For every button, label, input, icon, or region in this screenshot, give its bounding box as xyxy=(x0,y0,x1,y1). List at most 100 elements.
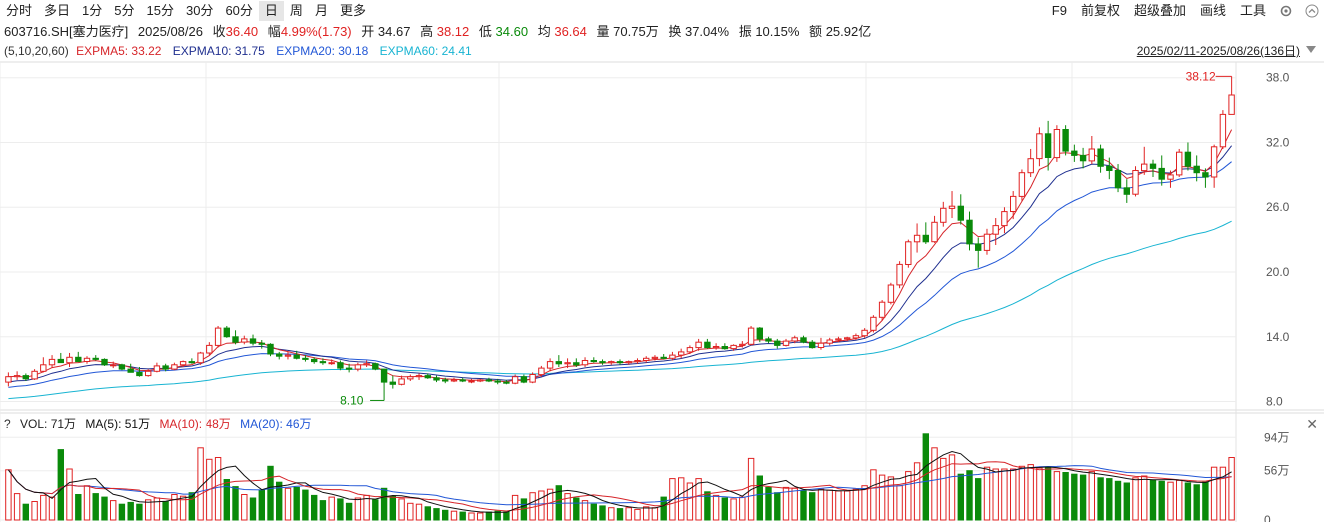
ema10-label: EXPMA10: 31.75 xyxy=(172,44,265,58)
volume-bar xyxy=(1149,479,1157,521)
volume-bar xyxy=(887,476,895,521)
volume-bar xyxy=(590,503,597,521)
candle-body xyxy=(40,364,47,372)
candle-body xyxy=(957,205,964,221)
volume-bar xyxy=(1202,481,1209,521)
close-volume-icon[interactable]: ✕ xyxy=(1306,416,1318,432)
period-tab[interactable]: 更多 xyxy=(339,3,366,18)
candle-body xyxy=(878,301,886,318)
collapse-icon[interactable] xyxy=(1303,2,1321,20)
candle-body xyxy=(258,342,266,345)
candle-body xyxy=(913,234,921,243)
candle-body xyxy=(22,375,30,380)
candle-body xyxy=(1184,151,1192,167)
period-tab[interactable]: 多日 xyxy=(44,3,71,18)
vol-ma5-label: MA(5): 51万 xyxy=(85,417,151,431)
volume-bar xyxy=(101,496,108,521)
volume-bar xyxy=(975,478,982,521)
candle-body xyxy=(468,380,475,383)
volume-bar xyxy=(153,497,161,521)
close-label: 收 xyxy=(212,24,226,39)
volume-bar xyxy=(223,479,231,521)
f9-button[interactable]: F9 xyxy=(1051,3,1067,18)
volume-bar xyxy=(57,449,64,521)
quote-date: 2025/08/26 xyxy=(137,24,203,39)
volume-bar xyxy=(267,465,274,521)
volume-bar xyxy=(538,490,545,521)
candle-body xyxy=(485,379,493,382)
candle-body xyxy=(145,370,152,377)
vol-ma20-line xyxy=(7,465,1232,506)
volume-bar xyxy=(22,503,30,521)
date-range[interactable]: 2025/02/11-2025/08/26(136日) xyxy=(1136,44,1300,58)
amount-item: 额 25.92亿 xyxy=(809,24,871,39)
ema20-label: EXPMA20: 30.18 xyxy=(276,44,369,58)
volume-bar xyxy=(1141,475,1148,521)
amp-value: 10.15% xyxy=(755,24,800,39)
period-toolbar: 分时 多日 1分 5分 15分 30分 60分日周月更多 xyxy=(0,0,1324,22)
draw-button[interactable]: 画线 xyxy=(1199,3,1226,18)
volume-legend: ? VOL: 71万 MA(5): 51万 MA(10): 48万 MA(20)… xyxy=(4,416,318,432)
volume-bar xyxy=(328,496,335,521)
period-tab[interactable]: 60分 xyxy=(225,3,253,18)
volume-bar xyxy=(1210,466,1218,521)
tools-button[interactable]: 工具 xyxy=(1239,3,1266,18)
candle-body xyxy=(660,356,667,359)
candle-body xyxy=(424,375,432,379)
period-tab[interactable]: 1分 xyxy=(82,3,103,18)
volume-bar xyxy=(992,468,999,521)
period-tab[interactable]: 5分 xyxy=(114,3,135,18)
volume-bar xyxy=(608,507,615,521)
candle-body xyxy=(983,233,991,251)
volume-bar xyxy=(747,457,755,521)
ma-params[interactable]: (5,10,20,60) xyxy=(4,44,69,58)
candle-body xyxy=(712,346,720,349)
volume-bar xyxy=(241,494,248,521)
gear-icon[interactable] xyxy=(1277,2,1295,20)
low-label: 8.10 xyxy=(340,393,364,407)
volume-bar xyxy=(127,501,134,521)
volume-bar xyxy=(171,494,178,521)
volume-bar xyxy=(1219,466,1227,521)
candle-body xyxy=(704,341,711,349)
volume-tick-label: 94万 xyxy=(1264,430,1289,444)
candle-body xyxy=(520,376,528,383)
volume-bar xyxy=(1027,464,1034,521)
period-tab[interactable]: 日 xyxy=(258,1,284,21)
ema5-line xyxy=(8,129,1233,383)
candle-body xyxy=(57,358,64,364)
candle-body xyxy=(573,362,580,366)
amp-label: 振 xyxy=(738,24,752,39)
adjust-button[interactable]: 前复权 xyxy=(1080,3,1120,18)
help-icon[interactable]: ? xyxy=(4,417,11,431)
volume-bar xyxy=(730,498,737,521)
range-dropdown-icon[interactable] xyxy=(1306,46,1316,53)
volume-bar xyxy=(276,481,283,521)
volume-bar xyxy=(477,512,484,521)
vol-value: 70.75万 xyxy=(613,24,659,39)
candle-body xyxy=(800,337,807,343)
volume-bar xyxy=(48,496,56,521)
volume-bar xyxy=(1184,482,1192,521)
vol-ma20-label: MA(20): 46万 xyxy=(240,417,312,431)
candle-body xyxy=(1193,165,1200,174)
candle-body xyxy=(975,243,982,251)
candle-body xyxy=(739,343,746,346)
period-tab[interactable]: 周 xyxy=(289,3,303,18)
period-tab[interactable]: 分时 xyxy=(6,3,33,18)
candle-body xyxy=(162,365,169,370)
vol-item: 量 70.75万 xyxy=(597,24,659,39)
volume-bar xyxy=(695,478,702,521)
period-tab[interactable]: 15分 xyxy=(146,3,174,18)
period-tab[interactable]: 30分 xyxy=(185,3,214,18)
volume-bar xyxy=(162,501,169,521)
period-tab[interactable]: 月 xyxy=(314,3,328,18)
overlay-button[interactable]: 超级叠加 xyxy=(1133,3,1186,18)
vol-label: VOL: 71万 xyxy=(20,417,77,431)
candle-body xyxy=(267,343,274,355)
price-tick-label: 14.0 xyxy=(1266,330,1290,344)
candle-body xyxy=(75,356,82,363)
candle-body xyxy=(232,336,239,343)
candle-body xyxy=(608,361,615,364)
